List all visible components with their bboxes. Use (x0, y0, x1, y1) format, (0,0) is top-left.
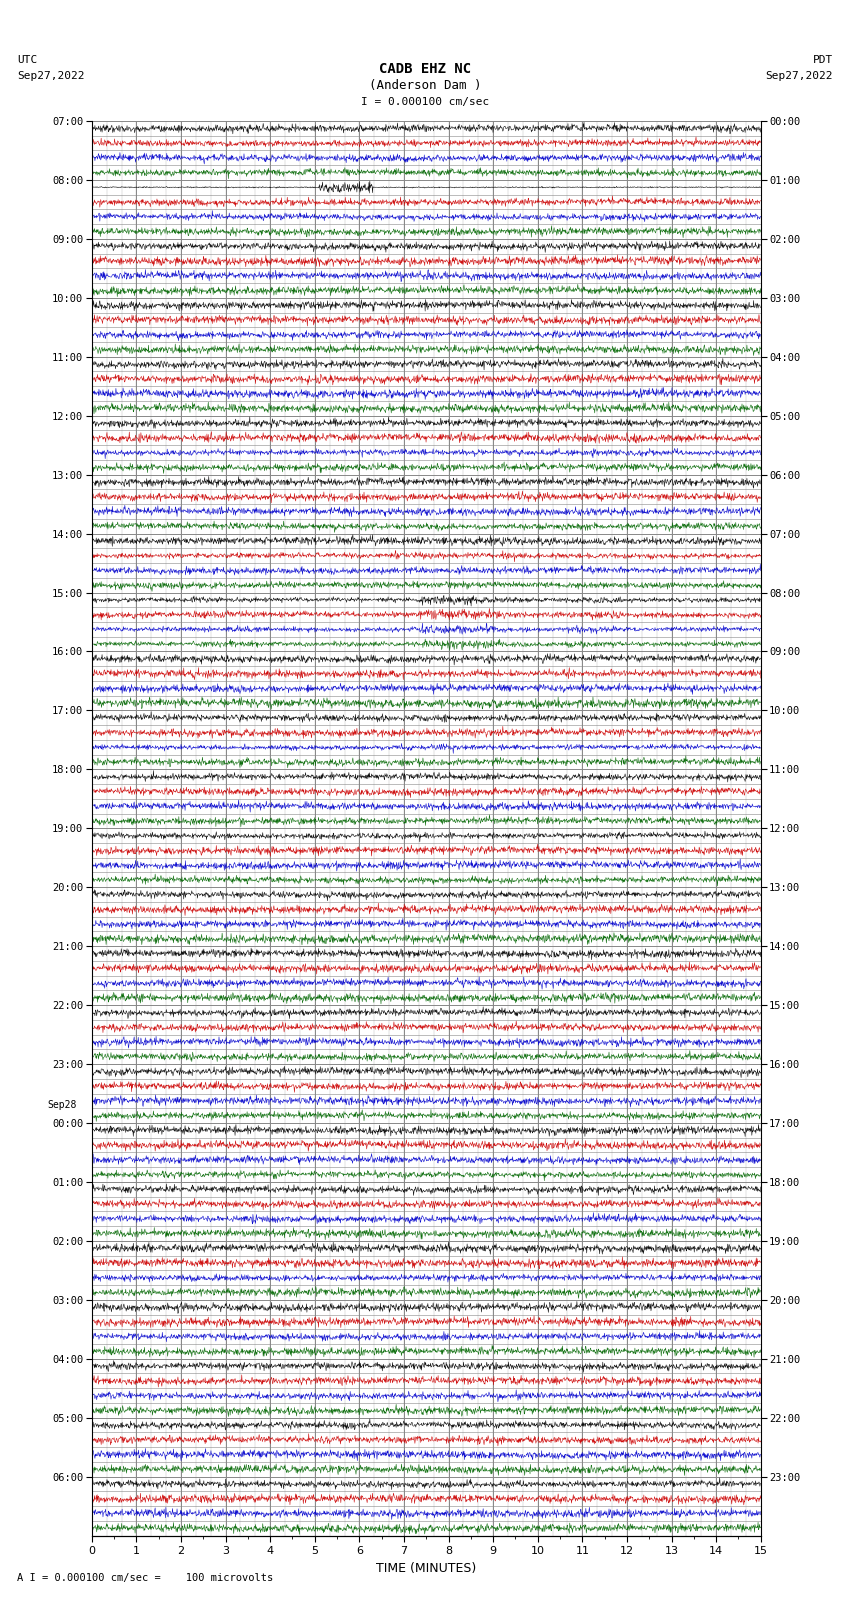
Text: UTC: UTC (17, 55, 37, 65)
Text: A I = 0.000100 cm/sec =    100 microvolts: A I = 0.000100 cm/sec = 100 microvolts (17, 1573, 273, 1582)
Text: Sep28: Sep28 (48, 1100, 76, 1110)
Text: Sep27,2022: Sep27,2022 (766, 71, 833, 81)
Text: CADB EHZ NC: CADB EHZ NC (379, 63, 471, 76)
Text: Sep27,2022: Sep27,2022 (17, 71, 84, 81)
X-axis label: TIME (MINUTES): TIME (MINUTES) (377, 1561, 476, 1574)
Text: (Anderson Dam ): (Anderson Dam ) (369, 79, 481, 92)
Text: I = 0.000100 cm/sec: I = 0.000100 cm/sec (361, 97, 489, 106)
Text: PDT: PDT (813, 55, 833, 65)
